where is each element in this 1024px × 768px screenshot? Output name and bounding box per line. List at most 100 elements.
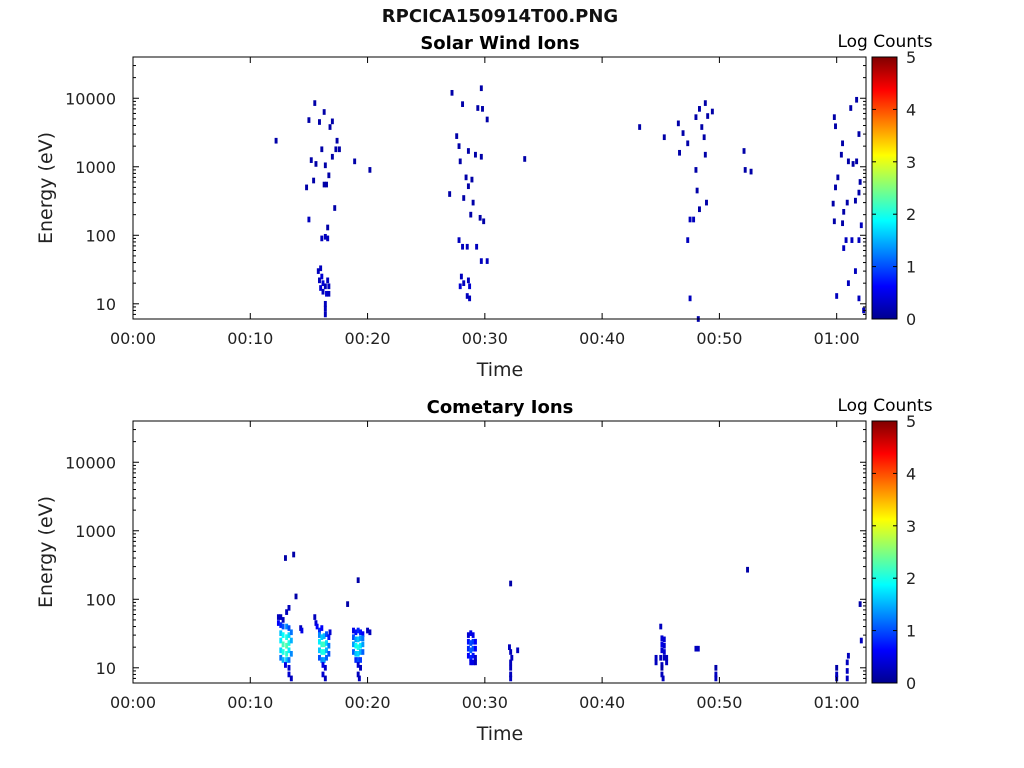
spectrogram-cell <box>654 654 658 661</box>
spectrogram-cell <box>678 149 681 156</box>
spectrogram-cell <box>352 649 355 655</box>
spectrogram-cell <box>692 216 696 223</box>
spectrogram-cell <box>315 623 319 630</box>
spectrogram-cell <box>287 664 291 671</box>
spectrogram-cell <box>322 657 326 663</box>
spectrogram-cell <box>844 237 848 243</box>
spectrogram-cell <box>321 662 325 668</box>
spectrogram-cell <box>466 652 470 659</box>
y-tick-label: 100 <box>85 226 116 245</box>
spectrogram-cell <box>319 285 323 291</box>
spectrogram-cell <box>328 629 332 636</box>
spectrogram-cell <box>323 675 327 682</box>
x-tick-label: 00:50 <box>696 693 742 712</box>
spectrogram-cell <box>279 647 283 654</box>
spectrogram-cell <box>660 635 664 642</box>
spectrogram-cell <box>473 645 477 652</box>
spectrogram-cell <box>281 632 285 638</box>
spectrogram-cell <box>354 636 358 643</box>
spectrogram-cell <box>509 659 513 666</box>
spectrogram-cell <box>834 184 837 191</box>
spectrogram-cell <box>356 636 360 643</box>
spectrogram-cell <box>300 627 304 634</box>
plot-frame <box>132 56 867 320</box>
spectrogram-cell <box>313 614 317 620</box>
spectrogram-cell <box>688 295 692 302</box>
spectrogram-cell <box>851 161 855 167</box>
spectrogram-cell <box>841 140 845 147</box>
spectrogram-cell <box>662 642 666 649</box>
spectrogram-cell <box>327 650 331 657</box>
solar-wind-ions-panel: Solar Wind Ions 00:00 00:10 00:20 00:30 00:4… <box>35 32 933 381</box>
spectrogram-cell <box>681 130 685 136</box>
spectrogram-cell <box>327 642 331 649</box>
spectrogram-cell <box>328 124 332 130</box>
spectrogram-cell <box>466 638 470 645</box>
spectrogram-cell <box>368 167 372 173</box>
spectrogram-cell <box>284 662 287 668</box>
spectrogram-cell <box>361 649 365 655</box>
spectrogram-cell <box>279 637 283 644</box>
spectrogram-cell <box>285 642 289 649</box>
spectrogram-cell <box>325 654 328 661</box>
spectrogram-cell <box>323 283 327 290</box>
spectrogram-cells <box>274 85 866 322</box>
spectrogram-cell <box>276 614 280 620</box>
colorbar-tick-label: 0 <box>906 310 916 329</box>
spectrogram-cell <box>703 151 707 158</box>
spectrogram-cell <box>361 635 365 642</box>
spectrogram-cell <box>695 187 699 194</box>
plot-frame <box>132 420 867 684</box>
y-tick-label: 1000 <box>75 522 116 541</box>
spectrogram-cell <box>354 657 358 663</box>
spectrogram-cell <box>661 675 665 682</box>
cometary-ions-panel: Cometary Ions 00:00 00:10 00:20 00:30 00:40 0… <box>35 396 933 745</box>
spectrogram-cell <box>859 222 863 229</box>
spectrogram-cell <box>312 177 316 184</box>
colorbar-tick-label: 3 <box>906 517 916 536</box>
spectrogram-cell <box>509 671 513 678</box>
spectrogram-cell <box>334 146 338 153</box>
spectrogram-cell <box>448 191 452 197</box>
colorbar-tick-label: 1 <box>906 258 916 277</box>
spectrogram-cell <box>307 117 311 123</box>
spectrogram-cell <box>330 118 334 125</box>
spectrogram-cell <box>279 622 283 628</box>
x-tick-label: 00:00 <box>110 693 156 712</box>
spectrogram-cell <box>845 668 849 674</box>
spectrogram-cell <box>465 243 469 250</box>
spectrogram-cell <box>274 137 278 144</box>
colorbar-tick-label: 4 <box>906 100 916 119</box>
spectrogram-cell <box>326 224 330 231</box>
colorbar-tick-label: 4 <box>906 464 916 483</box>
y-axis-title: Energy (eV) <box>35 496 57 608</box>
spectrogram-cell <box>322 649 326 655</box>
spectrogram-cell <box>853 197 857 204</box>
colorbar-title: Log Counts <box>837 396 932 416</box>
spectrogram-cell <box>285 657 289 663</box>
spectrogram-cell <box>468 295 472 302</box>
figure-title: RPCICA150914T00.PNG <box>381 6 619 27</box>
spectrogram-cell <box>309 157 313 163</box>
spectrogram-cell <box>714 664 718 671</box>
spectrogram-cell <box>287 647 291 654</box>
x-tick-label: 00:00 <box>110 329 156 348</box>
spectrogram-cell <box>366 627 370 634</box>
spectrogram-cell <box>322 181 326 188</box>
spectrogram-cell <box>318 627 321 634</box>
spectrogram-cell <box>287 632 291 638</box>
spectrogram-cell <box>322 641 326 648</box>
colorbar-tick-label: 2 <box>906 569 916 588</box>
spectrogram-cell <box>287 671 291 678</box>
spectrogram-cell <box>337 146 341 153</box>
spectrogram-cell <box>698 106 701 112</box>
spectrogram-cell <box>323 305 327 312</box>
spectrogram-cell <box>839 151 843 158</box>
colorbar-tick-label: 5 <box>906 48 916 67</box>
spectrogram-cell <box>845 199 849 206</box>
spectrogram-cell <box>469 211 473 218</box>
spectrogram-cell <box>469 647 473 654</box>
spectrogram-cell <box>700 124 704 130</box>
spectrogram-cell <box>458 158 462 165</box>
spectrogram-cell <box>281 657 285 663</box>
